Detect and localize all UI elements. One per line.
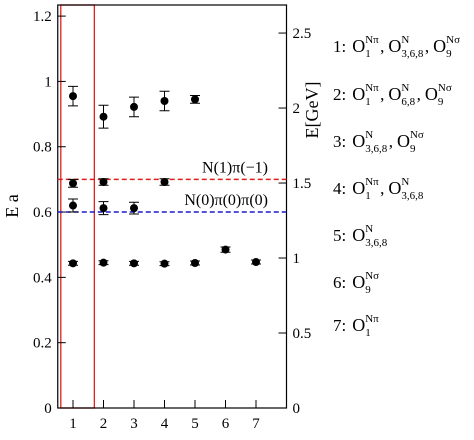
y-axis-label: E a bbox=[2, 194, 22, 217]
operator-base: O bbox=[433, 36, 446, 56]
highlight-box bbox=[60, 4, 95, 409]
data-point bbox=[99, 112, 108, 121]
x-tick-label: 7 bbox=[252, 416, 260, 432]
operator-index: 3: bbox=[333, 132, 346, 151]
data-point bbox=[99, 258, 108, 267]
operator-sub: 1 bbox=[365, 48, 371, 60]
y-tick-label: 0.8 bbox=[33, 140, 52, 156]
operator-base: O bbox=[388, 36, 401, 56]
plot-frame bbox=[57, 4, 288, 409]
operator-base: O bbox=[352, 225, 365, 245]
operator-base: O bbox=[388, 84, 401, 104]
separator: , bbox=[380, 85, 384, 104]
data-point bbox=[160, 97, 169, 106]
operator-base: O bbox=[388, 178, 401, 198]
operator-base: O bbox=[352, 178, 365, 198]
data-point bbox=[69, 259, 77, 268]
data-point bbox=[69, 201, 77, 210]
x-tick-label: 2 bbox=[100, 416, 108, 432]
operator-sup: Nσ bbox=[438, 82, 452, 94]
y2-tick-label: 0 bbox=[293, 401, 301, 417]
operator-sub: 6,8 bbox=[401, 96, 415, 108]
data-point bbox=[191, 258, 199, 267]
y-tick-label: 1.2 bbox=[33, 9, 52, 25]
operator-index: 6: bbox=[333, 273, 346, 292]
x-tick-label: 4 bbox=[161, 416, 169, 432]
operator-sup: Nσ bbox=[446, 34, 460, 46]
y2-tick-label: 1.5 bbox=[293, 176, 312, 192]
data-point bbox=[130, 259, 138, 268]
operator-index: 4: bbox=[333, 179, 346, 198]
separator: , bbox=[380, 179, 384, 198]
reference-label: N(0)π(0)π(0) bbox=[184, 192, 268, 209]
data-point bbox=[252, 258, 260, 267]
data-point bbox=[221, 245, 230, 254]
separator: , bbox=[417, 85, 421, 104]
operator-sub: 3,6,8 bbox=[365, 237, 388, 249]
operator-sup: N bbox=[401, 82, 409, 94]
y2-tick-label: 2 bbox=[293, 101, 301, 117]
operator-base: O bbox=[352, 272, 365, 292]
operator-sup: Nπ bbox=[365, 313, 379, 325]
data-point bbox=[130, 102, 138, 111]
operator-index: 2: bbox=[333, 85, 346, 104]
operator-sup: N bbox=[401, 176, 409, 188]
y-tick-label: 0.6 bbox=[33, 205, 52, 221]
y-tick-label: 1 bbox=[44, 74, 52, 90]
operator-sub: 1 bbox=[365, 190, 371, 202]
operator-sub: 1 bbox=[365, 327, 371, 339]
y-tick-label: 0.4 bbox=[33, 270, 52, 286]
data-point bbox=[191, 95, 199, 104]
operator-sub: 9 bbox=[365, 284, 371, 296]
y2-axis-label: E[GeV] bbox=[302, 82, 322, 139]
operator-base: O bbox=[352, 131, 365, 151]
operator-sub: 9 bbox=[438, 96, 444, 108]
operator-sup: Nσ bbox=[410, 129, 424, 141]
y2-tick-label: 2.5 bbox=[293, 26, 312, 42]
operator-base: O bbox=[352, 315, 365, 335]
data-point bbox=[99, 178, 108, 187]
operator-sup: N bbox=[401, 34, 409, 46]
operator-base: O bbox=[352, 84, 365, 104]
operator-sub: 3,6,8 bbox=[401, 190, 424, 202]
separator: , bbox=[389, 132, 393, 151]
operator-sub: 1 bbox=[365, 96, 371, 108]
operator-base: O bbox=[425, 84, 438, 104]
operator-index: 7: bbox=[333, 316, 346, 335]
operator-base: O bbox=[397, 131, 410, 151]
y2-tick-label: 0.5 bbox=[293, 326, 312, 342]
x-tick-label: 5 bbox=[191, 416, 199, 432]
operator-sup: N bbox=[365, 223, 373, 235]
operator-sup: Nπ bbox=[365, 82, 379, 94]
separator: , bbox=[425, 37, 429, 56]
operator-sup: Nσ bbox=[365, 270, 379, 282]
data-point bbox=[69, 92, 77, 101]
operator-base: O bbox=[352, 36, 365, 56]
operator-sub: 3,6,8 bbox=[365, 143, 388, 155]
operator-sup: Nπ bbox=[365, 176, 379, 188]
y-tick-label: 0.2 bbox=[33, 336, 52, 352]
data-point bbox=[69, 179, 77, 188]
operator-index: 1: bbox=[333, 37, 346, 56]
data-point bbox=[160, 259, 169, 268]
data-point bbox=[160, 178, 169, 187]
x-tick-label: 3 bbox=[130, 416, 138, 432]
data-point bbox=[130, 204, 138, 213]
data-point bbox=[99, 204, 108, 213]
y-tick-label: 0 bbox=[44, 401, 52, 417]
operator-sub: 9 bbox=[446, 48, 452, 60]
reference-label: N(1)π(−1) bbox=[202, 159, 268, 176]
operator-sup: Nπ bbox=[365, 34, 379, 46]
operator-sub: 9 bbox=[410, 143, 416, 155]
operator-sub: 3,6,8 bbox=[401, 48, 424, 60]
y2-tick-label: 1 bbox=[293, 251, 301, 267]
x-tick-label: 1 bbox=[69, 416, 77, 432]
operator-index: 5: bbox=[333, 226, 346, 245]
x-tick-label: 6 bbox=[222, 416, 230, 432]
operator-sup: N bbox=[365, 129, 373, 141]
separator: , bbox=[380, 37, 384, 56]
